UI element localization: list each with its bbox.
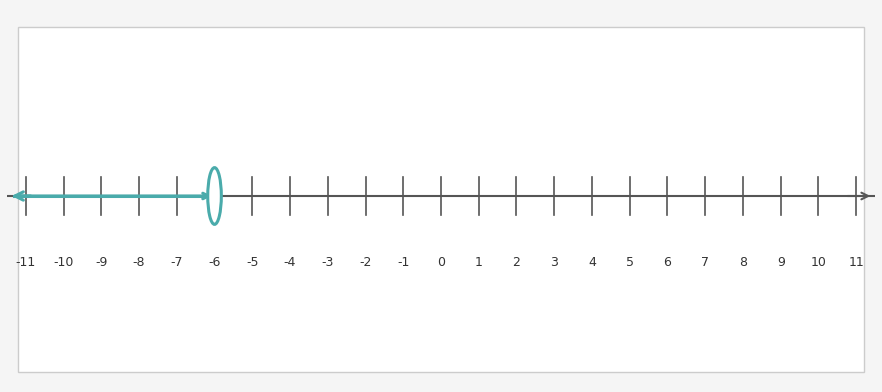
Text: -10: -10 <box>54 256 74 269</box>
Text: -1: -1 <box>397 256 409 269</box>
Text: 10: 10 <box>811 256 826 269</box>
Text: 11: 11 <box>848 256 864 269</box>
Text: -4: -4 <box>284 256 296 269</box>
Text: -11: -11 <box>16 256 36 269</box>
Text: -9: -9 <box>95 256 108 269</box>
Text: 9: 9 <box>777 256 785 269</box>
Text: -8: -8 <box>133 256 146 269</box>
Text: 4: 4 <box>588 256 596 269</box>
Text: 3: 3 <box>550 256 558 269</box>
Text: 2: 2 <box>512 256 520 269</box>
Text: 0: 0 <box>437 256 445 269</box>
Text: -2: -2 <box>359 256 371 269</box>
Text: -7: -7 <box>170 256 183 269</box>
Circle shape <box>208 168 221 224</box>
Text: -5: -5 <box>246 256 258 269</box>
Text: -3: -3 <box>322 256 334 269</box>
Text: 1: 1 <box>475 256 482 269</box>
Text: 5: 5 <box>625 256 634 269</box>
Text: 8: 8 <box>739 256 747 269</box>
Text: 7: 7 <box>701 256 709 269</box>
Text: 6: 6 <box>663 256 671 269</box>
Text: -6: -6 <box>208 256 220 269</box>
